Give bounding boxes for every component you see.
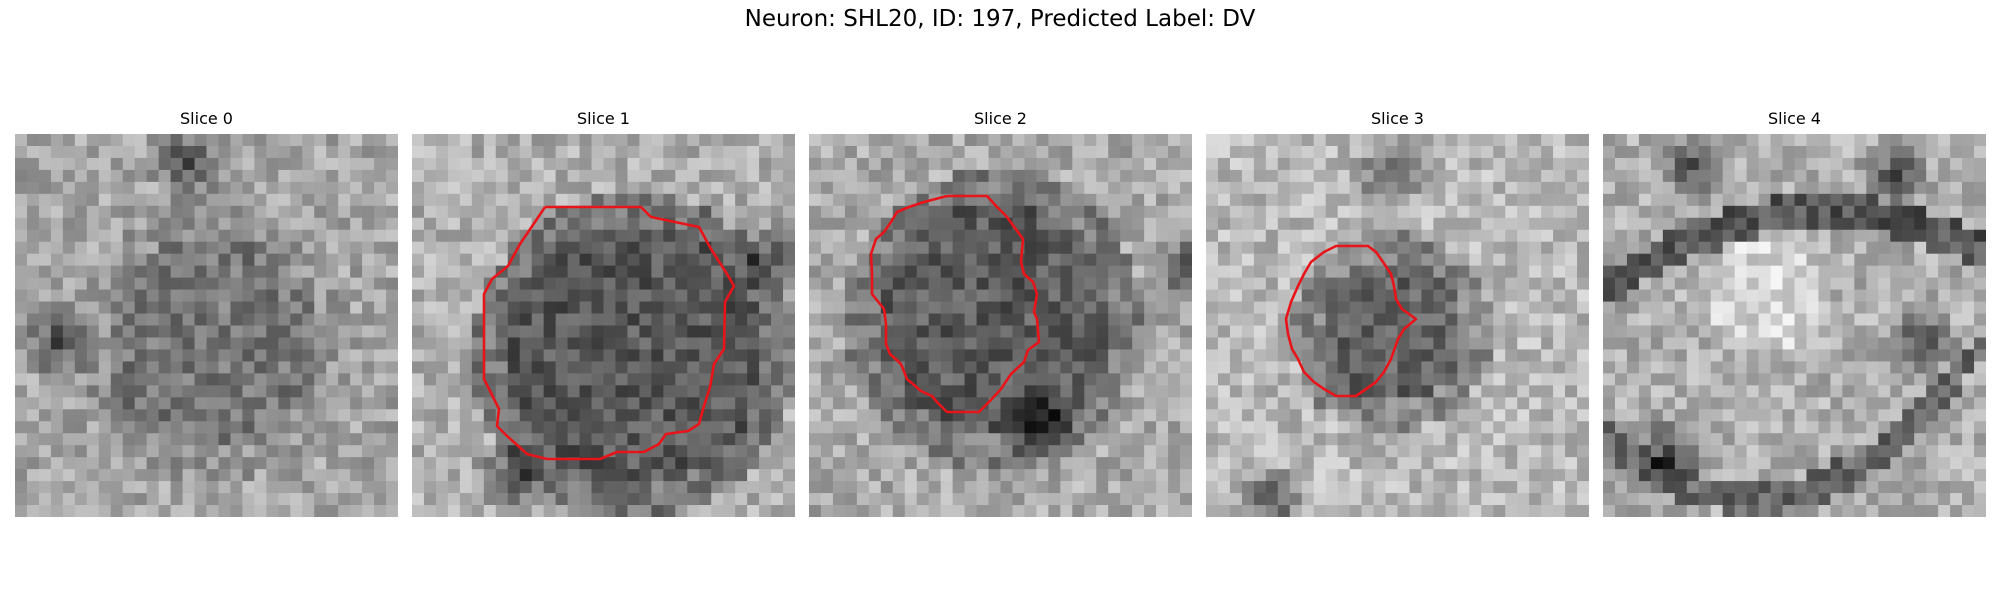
slice-panel-3: Slice 3 [1206, 108, 1589, 517]
slice-title-3: Slice 3 [1371, 109, 1424, 128]
slice-panel-4: Slice 4 [1603, 108, 1986, 517]
roi-contour-2 [869, 194, 1041, 414]
slice-image-3 [1206, 134, 1589, 517]
slice-texture-0 [15, 134, 398, 517]
roi-contour-1 [482, 205, 736, 461]
slice-panel-2: Slice 2 [809, 108, 1192, 517]
slice-texture-2 [809, 134, 1192, 517]
slice-texture-4 [1603, 134, 1986, 517]
slice-image-0 [15, 134, 398, 517]
slice-title-0: Slice 0 [180, 109, 233, 128]
slice-image-2 [809, 134, 1192, 517]
slice-texture-3 [1206, 134, 1589, 517]
roi-contour-3 [1284, 244, 1418, 398]
slice-title-2: Slice 2 [974, 109, 1027, 128]
slice-panel-1: Slice 1 [412, 108, 795, 517]
slice-image-1 [412, 134, 795, 517]
slice-panel-0: Slice 0 [15, 108, 398, 517]
slice-image-4 [1603, 134, 1986, 517]
slice-title-4: Slice 4 [1768, 109, 1821, 128]
slice-texture-1 [412, 134, 795, 517]
figure-title: Neuron: SHL20, ID: 197, Predicted Label:… [744, 6, 1256, 32]
slice-title-1: Slice 1 [577, 109, 630, 128]
